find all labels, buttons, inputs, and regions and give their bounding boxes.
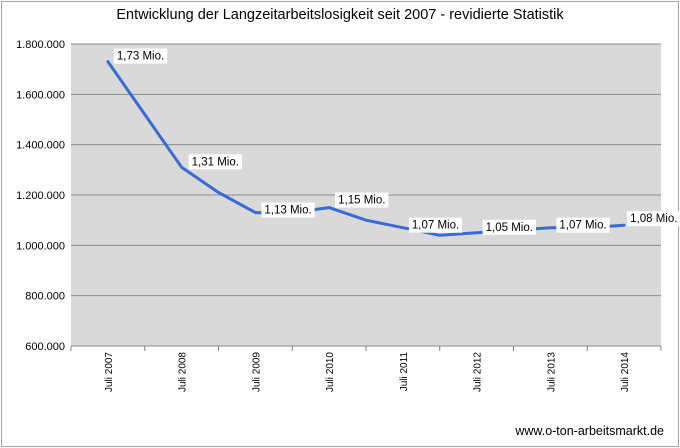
data-label: 1,05 Mio.: [482, 219, 536, 235]
y-tick-label: 1.400.000: [16, 140, 65, 152]
y-axis-tick-labels: 600.000 800.000 1.000.000 1.200.000 1.400.00…: [16, 39, 65, 353]
y-tick-label: 1.800.000: [16, 39, 65, 51]
x-tick-label: Juli 2013: [546, 352, 557, 392]
data-label: 1,31 Mio.: [188, 154, 242, 170]
data-label-text: 1,07 Mio.: [559, 220, 606, 232]
data-label-box: [408, 217, 463, 233]
data-label: 1,07 Mio.: [408, 217, 463, 233]
series-line: [106, 60, 626, 237]
x-axis-tick-marks: [70, 346, 662, 351]
data-label-box: [556, 217, 610, 233]
x-tick-label: Juli 2008: [178, 352, 189, 392]
data-label: 1,08 Mio.: [627, 211, 680, 227]
data-label-text: 1,08 Mio.: [630, 213, 677, 225]
data-label: 1,07 Mio.: [556, 217, 610, 233]
x-tick-label: Juli 2009: [251, 352, 262, 392]
y-tick-label: 600.000: [25, 341, 65, 353]
data-label-box: [261, 202, 315, 218]
chart-title: Entwicklung der Langzeitarbeitslosigkeit…: [116, 7, 564, 23]
x-tick-label: Juli 2010: [325, 352, 336, 392]
x-axis-tick-labels: Juli 2007 Juli 2008 Juli 2009 Juli 2010 Juli…: [104, 352, 631, 392]
data-label-text: 1,07 Mio.: [412, 220, 459, 232]
y-tick-label: 1.200.000: [16, 190, 65, 202]
data-label: 1,13 Mio.: [261, 202, 315, 218]
data-label: 1,15 Mio.: [335, 192, 389, 208]
data-label-text: 1,15 Mio.: [338, 195, 385, 207]
source-url: www.o-ton-arbeitsmarkt.de: [515, 424, 664, 438]
x-tick-label: Juli 2011: [399, 352, 410, 392]
data-label-text: 1,31 Mio.: [192, 156, 239, 168]
y-tick-label: 1.600.000: [16, 89, 65, 101]
data-label-text: 1,73 Mio.: [117, 51, 164, 63]
data-label-box: [335, 192, 389, 208]
data-label-box: [188, 154, 242, 170]
data-labels: 1,73 Mio. 1,31 Mio. 1,13 Mio. 1,15 Mio. 1,07…: [113, 48, 680, 235]
y-tick-label: 1.000.000: [16, 240, 65, 252]
data-label-box: [627, 211, 680, 227]
data-label-text: 1,13 Mio.: [264, 205, 311, 217]
data-label-text: 1,05 Mio.: [486, 222, 533, 234]
data-label-box: [482, 219, 536, 235]
data-label-box: [113, 48, 168, 64]
x-tick-label: Juli 2007: [104, 352, 115, 392]
x-tick-label: Juli 2014: [620, 352, 631, 392]
y-tick-label: 800.000: [25, 291, 65, 303]
data-label: 1,73 Mio.: [113, 48, 168, 64]
x-tick-label: Juli 2012: [473, 352, 484, 392]
